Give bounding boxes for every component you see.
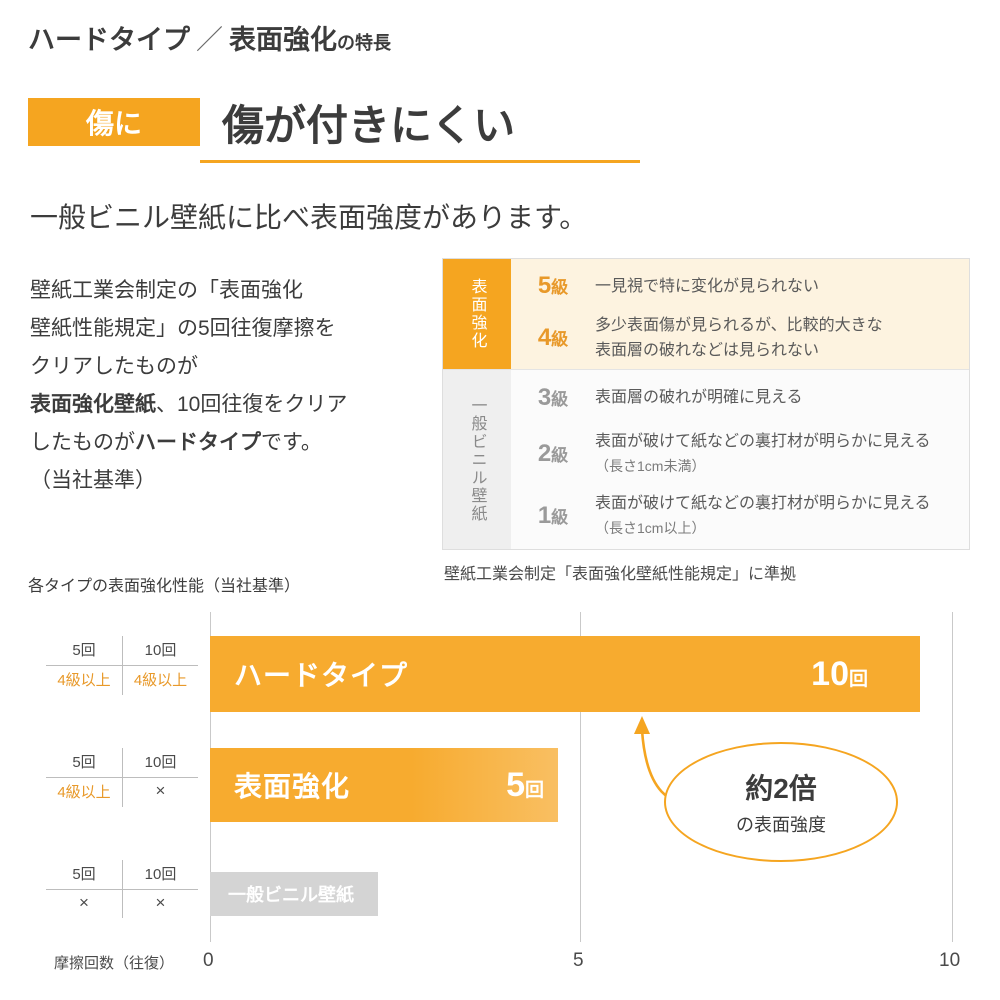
- paragraph-line-4: 表面強化壁紙、10回往復をクリア: [30, 386, 440, 424]
- grade-number: 4級: [537, 324, 569, 351]
- gridline-5: [580, 612, 581, 942]
- hero-lead: 一般ビニル壁紙に比べ表面強度があります。: [30, 202, 588, 233]
- mini-value-10: ×: [122, 890, 198, 918]
- gridline-10: [952, 612, 953, 942]
- grade-description: 表面が破けて紙などの裏打材が明らかに見える （長さ1cm以上）: [595, 494, 931, 536]
- mini-header-5: 5回: [72, 642, 96, 659]
- paragraph-line-3: クリアしたものが: [30, 355, 198, 378]
- description-paragraph: 壁紙工業会制定の「表面強化 壁紙性能規定」の5回往復摩擦を クリアしたものが 表…: [30, 272, 440, 500]
- grade-description: 一見視で特に変化が見られない: [595, 277, 820, 295]
- bar-label-hard: ハードタイプ: [234, 660, 409, 691]
- mini-header-5: 5回: [72, 754, 96, 771]
- mini-header-10: 10回: [122, 748, 198, 777]
- bar-value-surface: 5回: [506, 765, 544, 804]
- grade-number: 2級: [537, 439, 569, 467]
- mini-value-5: ×: [79, 893, 89, 912]
- mini-table-header-row: 5回 10回: [46, 636, 198, 665]
- annotation-line-1: 約2倍: [745, 773, 817, 804]
- mini-table-header-row: 5回 10回: [46, 860, 198, 889]
- grade-row: 5級 一見視で特に変化が見られない: [511, 262, 969, 310]
- mini-table-general: 5回 10回 × ×: [46, 860, 198, 918]
- chart-title: 各タイプの表面強化性能（当社基準）: [28, 578, 301, 595]
- grade-group-surface-reinforced: 表面強化 5級 一見視で特に変化が見られない 4級 多少表面傷が見られるが、比較…: [443, 259, 969, 369]
- mini-table-surface: 5回 10回 4級以上 ×: [46, 748, 198, 807]
- page-title-part2: 表面強化: [229, 25, 337, 55]
- grade-table: 表面強化 5級 一見視で特に変化が見られない 4級 多少表面傷が見られるが、比較…: [442, 258, 970, 550]
- grade-row: 3級 表面層の破れが明確に見える: [511, 373, 969, 423]
- mini-header-5: 5回: [72, 866, 96, 883]
- grade-table-note: 壁紙工業会制定「表面強化壁紙性能規定」に準拠: [444, 566, 797, 583]
- grade-number: 5級: [537, 272, 569, 299]
- hero-headline: 傷が付きにくい: [222, 102, 516, 149]
- mini-header-10: 10回: [122, 636, 198, 665]
- bar-label-surface: 表面強化: [234, 771, 351, 802]
- annotation-line-2: の表面強度: [736, 815, 826, 835]
- grade-row: 1級 表面が破けて紙などの裏打材が明らかに見える （長さ1cm以上）: [511, 485, 969, 547]
- bar-hard-type: ハードタイプ 10回: [210, 636, 920, 712]
- mini-table-divider: [46, 777, 198, 778]
- paragraph-line-2: 壁紙性能規定」の5回往復摩擦を: [30, 317, 336, 340]
- page-title: ハードタイプ／表面強化の特長: [28, 18, 391, 57]
- grade-description: 表面層の破れが明確に見える: [595, 389, 803, 406]
- mini-value-10: ×: [122, 778, 198, 807]
- paragraph-line-4-rest: 、10回往復をクリア: [156, 393, 348, 416]
- xtick-10: 10: [939, 950, 961, 971]
- bar-value-hard: 10回: [811, 654, 868, 693]
- mini-header-10: 10回: [122, 860, 198, 889]
- grade-row: 2級 表面が破けて紙などの裏打材が明らかに見える （長さ1cm未満）: [511, 423, 969, 485]
- paragraph-line-6: （当社基準）: [30, 469, 156, 492]
- bar-general-vinyl: 一般ビニル壁紙: [210, 872, 378, 916]
- page-title-suffix: の特長: [337, 33, 391, 53]
- paragraph-line-5-tail: です。: [261, 431, 322, 454]
- grade-group-general-vinyl: 一般ビニル壁紙 3級 表面層の破れが明確に見える 2級 表面が破けて紙などの裏打…: [443, 369, 969, 549]
- paragraph-line-5: したものがハードタイプです。: [30, 424, 440, 462]
- hero-badge-label: 傷に: [85, 108, 142, 139]
- mini-table-divider: [46, 665, 198, 666]
- grade-number: 1級: [537, 501, 569, 529]
- grade-description: 多少表面傷が見られるが、比較的大きな 表面層の破れなどは見られない: [595, 317, 883, 359]
- paragraph-term-surface: 表面強化壁紙: [30, 393, 156, 416]
- mini-value-5: 4級以上: [57, 672, 111, 689]
- grade-row: 4級 多少表面傷が見られるが、比較的大きな 表面層の破れなどは見られない: [511, 310, 969, 366]
- mini-table-header-row: 5回 10回: [46, 748, 198, 777]
- page-title-part1: ハードタイプ: [28, 25, 190, 55]
- grade-number: 3級: [537, 383, 569, 411]
- grade-description: 表面が破けて紙などの裏打材が明らかに見える （長さ1cm未満）: [595, 432, 931, 474]
- annotation-balloon: 約2倍 の表面強度: [664, 742, 898, 862]
- paragraph-term-hard: ハードタイプ: [135, 431, 261, 454]
- grade-group-label-surface: 表面強化: [443, 259, 511, 369]
- bar-surface-reinforced: 表面強化 5回: [210, 748, 558, 822]
- xtick-0: 0: [203, 950, 214, 971]
- xaxis-label: 摩擦回数（往復）: [54, 955, 175, 972]
- mini-value-5: 4級以上: [57, 784, 111, 801]
- mini-table-divider: [46, 889, 198, 890]
- page-title-slash: ／: [196, 25, 223, 55]
- grade-group-label-general: 一般ビニル壁紙: [443, 370, 511, 549]
- paragraph-line-5-head: したものが: [30, 431, 135, 454]
- mini-table-value-row: × ×: [46, 890, 198, 918]
- hero-underline: [200, 160, 640, 163]
- mini-table-hard: 5回 10回 4級以上 4級以上: [46, 636, 198, 695]
- mini-table-value-row: 4級以上 ×: [46, 778, 198, 807]
- paragraph-line-1: 壁紙工業会制定の「表面強化: [30, 279, 303, 302]
- mini-table-value-row: 4級以上 4級以上: [46, 666, 198, 695]
- xtick-5: 5: [573, 950, 584, 971]
- bar-label-general: 一般ビニル壁紙: [228, 885, 354, 905]
- hero-badge: 傷に: [28, 98, 200, 146]
- mini-value-10: 4級以上: [122, 666, 198, 695]
